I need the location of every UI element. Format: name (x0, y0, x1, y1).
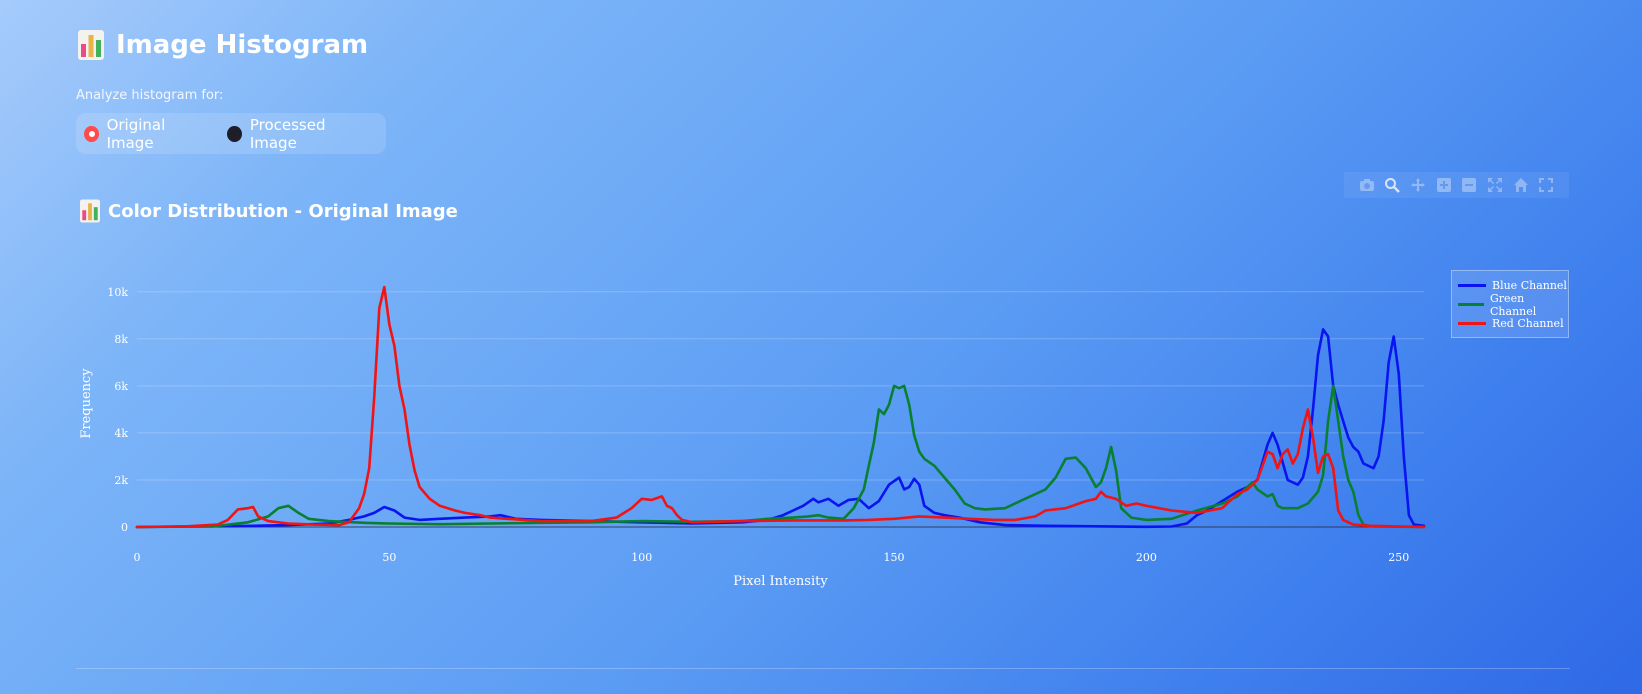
home-icon[interactable] (1513, 177, 1529, 193)
legend-swatch-blue (1458, 284, 1486, 287)
camera-icon[interactable] (1359, 177, 1375, 193)
series-line-red-channel[interactable] (135, 285, 1426, 529)
y-tick-label: 6k (114, 380, 128, 393)
legend-label-blue: Blue Channel (1492, 279, 1567, 292)
y-axis-title: Frequency (79, 368, 94, 439)
y-tick-label: 8k (114, 333, 128, 346)
x-tick-label: 200 (1136, 551, 1157, 564)
chart-modebar (1344, 172, 1569, 198)
legend-swatch-green (1458, 303, 1485, 306)
radio-original-image[interactable]: Original Image (84, 116, 207, 152)
legend-item-blue[interactable]: Blue Channel (1452, 276, 1568, 295)
page-title: Image Histogram (78, 30, 368, 60)
legend-label-red: Red Channel (1492, 317, 1564, 330)
x-tick-label: 100 (631, 551, 652, 564)
x-tick-label: 0 (134, 551, 141, 564)
x-axis-title: Pixel Intensity (733, 574, 828, 589)
radio-processed-label: Processed Image (249, 115, 326, 152)
zoom-out-icon[interactable] (1461, 177, 1477, 193)
radio-group-label: Analyze histogram for: (76, 88, 224, 103)
radio-unselected-icon[interactable] (227, 125, 242, 142)
zoom-icon[interactable] (1384, 177, 1401, 193)
image-source-radio-group: Original Image Processed Image (76, 113, 386, 154)
radio-original-label: Original Image (106, 115, 166, 152)
legend-item-green[interactable]: Green Channel (1452, 292, 1568, 318)
bar-chart-icon (78, 30, 104, 60)
legend-item-red[interactable]: Red Channel (1452, 314, 1568, 333)
zoom-in-icon[interactable] (1436, 177, 1452, 193)
page-title-text: Image Histogram (116, 30, 369, 60)
x-tick-label: 50 (382, 551, 396, 564)
legend-swatch-red (1458, 322, 1486, 325)
section-title-text: Color Distribution - Original Image (108, 200, 458, 222)
radio-selected-icon[interactable] (84, 125, 99, 142)
y-tick-label: 2k (114, 474, 128, 487)
bottom-divider (76, 668, 1570, 669)
bar-chart-icon (80, 199, 100, 223)
radio-processed-image[interactable]: Processed Image (227, 116, 366, 152)
autoscale-icon[interactable] (1487, 177, 1503, 193)
series-line-green-channel[interactable] (135, 384, 1426, 529)
chart-legend: Blue Channel Green Channel Red Channel (1451, 270, 1569, 338)
x-tick-label: 250 (1388, 551, 1409, 564)
series-line-blue-channel[interactable] (135, 328, 1426, 529)
y-tick-label: 4k (114, 427, 128, 440)
y-tick-label: 10k (107, 286, 128, 299)
section-title: Color Distribution - Original Image (80, 199, 458, 223)
pan-icon[interactable] (1410, 177, 1426, 193)
x-tick-label: 150 (884, 551, 905, 564)
fullscreen-icon[interactable] (1538, 177, 1554, 193)
legend-label-green: Green Channel (1490, 291, 1537, 318)
y-tick-label: 0 (121, 521, 128, 534)
